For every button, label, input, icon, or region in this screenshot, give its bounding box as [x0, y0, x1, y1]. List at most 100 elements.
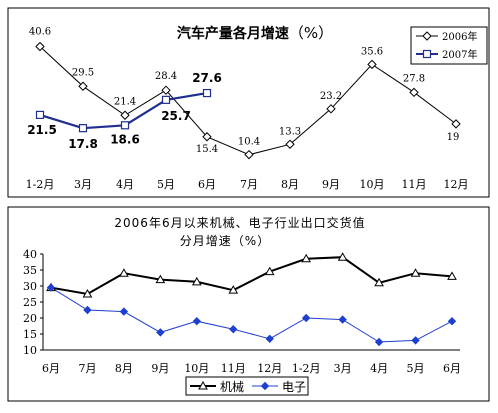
chart1-x-tick-label: 6月 — [198, 178, 216, 191]
point-electronics — [229, 324, 238, 334]
chart1-x-tick-label: 9月 — [322, 178, 340, 191]
legend-label-2007: 2007年 — [442, 48, 477, 61]
chart1-x-tick-label: 8月 — [281, 178, 299, 191]
chart2-y-tick-label: 25 — [23, 296, 37, 309]
chart1-x-tick-label: 7月 — [240, 178, 258, 191]
chart1-title-main: 汽车产量各月增速 — [177, 25, 289, 42]
chart2-frame — [7, 206, 490, 402]
point-machinery — [447, 271, 457, 280]
chart2-y-tick-label: 40 — [23, 248, 37, 261]
series-line-machinery — [50, 256, 453, 296]
point-2006 — [409, 87, 419, 98]
point-machinery — [264, 266, 275, 276]
point-electronics — [265, 334, 274, 344]
data-label-2006: 10.4 — [238, 137, 260, 148]
point-machinery — [119, 268, 129, 277]
point-machinery — [191, 276, 202, 286]
data-label-2006: 13.3 — [279, 126, 301, 137]
chart1-title-unit: （%） — [289, 24, 333, 42]
series-line-electronics — [50, 287, 453, 343]
point-machinery — [337, 252, 348, 261]
point-electronics — [338, 315, 347, 324]
point-electronics — [119, 307, 129, 316]
chart1-title: 汽车产量各月增速（%） — [177, 24, 333, 42]
chart2-x-tick-label: 7月 — [78, 362, 96, 375]
data-label-2006: 27.8 — [403, 73, 425, 84]
data-label-2007: 27.6 — [192, 71, 222, 85]
point-2006 — [285, 139, 295, 149]
point-electronics — [46, 283, 56, 292]
point-machinery — [374, 277, 384, 287]
chart2-title-line2: 分月增速（%） — [180, 234, 270, 248]
chart2-y-tick-label: 35 — [23, 264, 37, 277]
data-label-2006: 15.4 — [196, 144, 218, 155]
chart1-legend: 2006年 2007年 — [410, 26, 488, 65]
point-electronics — [156, 328, 165, 337]
legend-marker-electronics — [260, 381, 270, 391]
point-2006 — [35, 41, 45, 52]
chart2-x-tick-label: 3月 — [334, 362, 352, 375]
chart1-x-tick-label: 5月 — [157, 178, 175, 191]
chart1-x-tick-label: 3月 — [74, 178, 92, 191]
chart1-x-tick-label: 1-2月 — [26, 178, 55, 191]
legend-marker-2007 — [422, 49, 432, 59]
point-machinery — [155, 274, 166, 284]
chart2-y-tick-label: 30 — [23, 280, 37, 293]
data-label-2006: 23.2 — [320, 91, 342, 102]
chart1-x-tick-label: 10月 — [360, 178, 385, 191]
point-electronics — [374, 337, 384, 347]
point-machinery — [228, 285, 239, 294]
data-label-2006: 21.4 — [114, 96, 136, 107]
chart1-x-tick-label: 11月 — [402, 178, 427, 191]
legend-label-machinery: 机械 — [220, 379, 244, 394]
data-label-2006: 29.5 — [72, 67, 94, 78]
data-label-2007: 21.5 — [27, 123, 57, 137]
data-label-2006: 35.6 — [361, 46, 383, 57]
chart2-y-tick-label: 10 — [23, 344, 37, 357]
data-label-2006: 19 — [447, 132, 460, 143]
chart2-x-tick-label: 9月 — [151, 362, 169, 375]
point-2007 — [120, 121, 130, 130]
legend-marker-2006 — [422, 31, 432, 41]
chart2-x-tick-label: 12月 — [257, 362, 282, 375]
chart2-x-tick-label: 1-2月 — [292, 362, 321, 375]
data-label-2007: 18.6 — [110, 132, 140, 146]
point-electronics — [192, 316, 202, 326]
point-electronics — [411, 336, 420, 345]
chart1-x-tick-label: 4月 — [116, 178, 134, 191]
point-machinery — [82, 288, 93, 298]
chart1-frame — [7, 7, 490, 198]
point-2007 — [35, 110, 45, 120]
point-2007 — [78, 124, 88, 133]
chart2-x-tick-label: 8月 — [115, 362, 133, 375]
chart2-x-tick-label: 6月 — [42, 362, 60, 375]
data-label-2007: 17.8 — [68, 137, 98, 151]
point-2007 — [202, 88, 212, 98]
point-2006 — [367, 59, 377, 70]
data-label-2007: 25.7 — [161, 109, 191, 123]
point-electronics — [301, 313, 311, 323]
point-electronics — [447, 316, 457, 326]
point-machinery — [410, 268, 421, 277]
chart2-x-tick-label: 6月 — [443, 362, 461, 375]
chart2-y-tick-label: 20 — [23, 312, 37, 325]
legend-marker-machinery — [198, 380, 208, 390]
point-2006 — [120, 110, 130, 120]
data-label-2006: 28.4 — [155, 71, 177, 82]
legend-label-2006: 2006年 — [442, 30, 477, 43]
data-label-2006: 40.6 — [29, 27, 51, 38]
chart2-x-tick-label: 10月 — [184, 362, 209, 375]
point-electronics — [83, 305, 92, 315]
chart2-x-tick-label: 5月 — [407, 362, 425, 375]
point-2006 — [202, 132, 212, 142]
legend-box — [185, 376, 309, 396]
chart2-y-tick-label: 15 — [23, 328, 37, 341]
point-2007 — [161, 95, 171, 104]
chart2-title-line1: 2006年6月以来机械、电子行业出口交货值 — [114, 215, 365, 230]
chart1-x-tick-label: 12月 — [444, 178, 469, 191]
point-2006 — [161, 85, 171, 95]
chart2-x-tick-label: 11月 — [221, 362, 246, 375]
